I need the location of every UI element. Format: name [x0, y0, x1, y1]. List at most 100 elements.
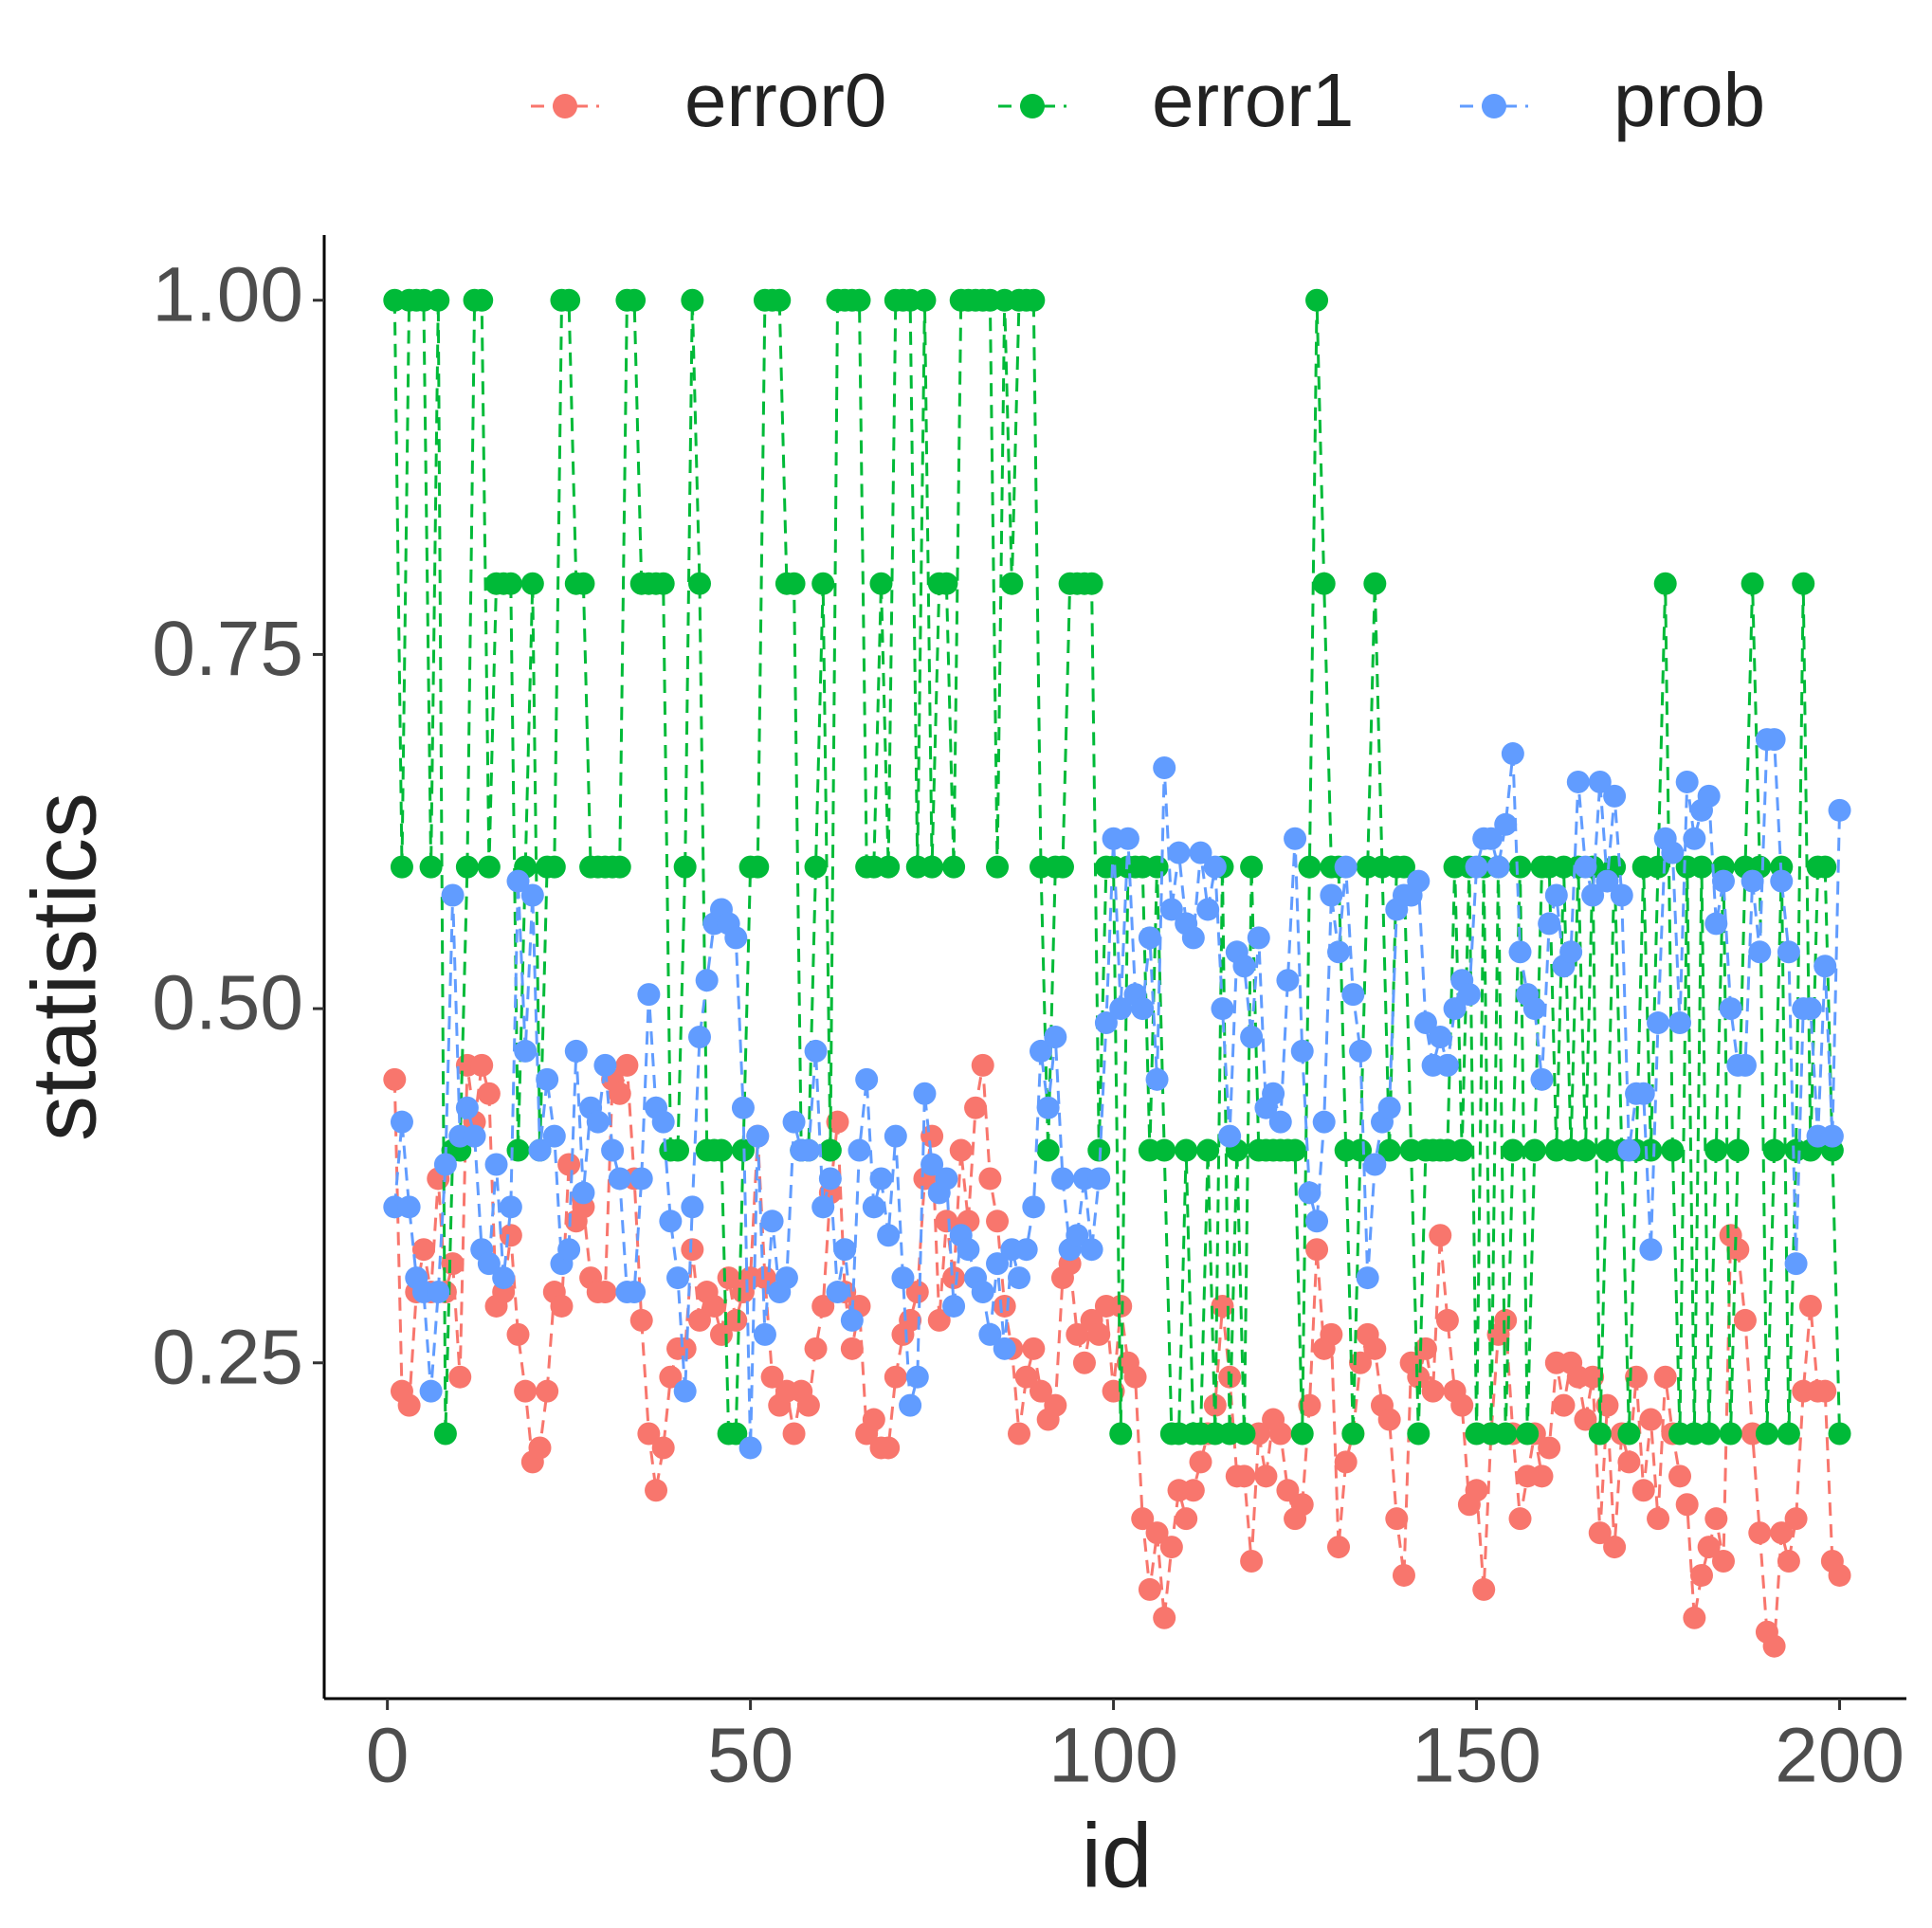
- data-point: [1798, 1294, 1822, 1318]
- data-point: [993, 1294, 1016, 1318]
- data-point: [695, 969, 719, 992]
- data-point: [528, 1138, 552, 1162]
- data-point: [1262, 1082, 1285, 1105]
- data-point: [848, 288, 871, 312]
- data-point: [877, 1436, 901, 1460]
- data-point: [1145, 1521, 1169, 1545]
- data-point: [1639, 1408, 1663, 1431]
- data-point: [920, 855, 944, 879]
- data-point: [673, 1337, 697, 1360]
- data-point: [629, 1167, 653, 1191]
- data-point: [1334, 855, 1358, 879]
- data-point: [1733, 1308, 1757, 1332]
- data-point: [1465, 1479, 1488, 1502]
- y-axis-title: statistics: [13, 792, 115, 1141]
- data-point: [681, 1195, 704, 1219]
- data-point: [884, 1124, 907, 1148]
- data-point: [942, 1266, 966, 1290]
- data-point: [1014, 1238, 1038, 1262]
- data-point: [1770, 869, 1794, 893]
- data-point: [833, 1238, 857, 1262]
- data-point: [746, 1124, 770, 1148]
- data-point: [673, 1379, 697, 1403]
- data-point: [1290, 1422, 1314, 1446]
- data-point: [1377, 1096, 1401, 1119]
- data-point: [1522, 997, 1546, 1021]
- data-point: [1770, 1521, 1794, 1545]
- data-point: [709, 1138, 733, 1162]
- data-point: [738, 1436, 762, 1460]
- data-point: [536, 1067, 559, 1091]
- data-point: [1407, 1365, 1431, 1389]
- data-point: [905, 1365, 929, 1389]
- data-point: [1479, 827, 1503, 850]
- data-point: [826, 1281, 849, 1304]
- data-point: [1755, 1422, 1778, 1446]
- data-point: [1109, 1422, 1133, 1446]
- data-point: [1087, 1322, 1111, 1346]
- data-point: [448, 1365, 472, 1389]
- data-point: [877, 1224, 901, 1247]
- data-point: [1668, 1011, 1692, 1035]
- data-point: [1726, 1238, 1750, 1262]
- data-point: [514, 1039, 538, 1063]
- data-point: [1298, 1181, 1321, 1205]
- data-point: [986, 1252, 1010, 1276]
- data-point: [1719, 1422, 1742, 1446]
- data-point: [542, 1124, 566, 1148]
- data-point: [593, 1053, 617, 1077]
- data-point: [1008, 1266, 1031, 1290]
- data-point: [855, 1067, 879, 1091]
- data-point: [463, 1124, 486, 1148]
- data-point: [433, 1422, 457, 1446]
- data-point: [1189, 841, 1212, 864]
- data-point: [1109, 1294, 1133, 1318]
- data-point: [1232, 1422, 1256, 1446]
- data-point: [1421, 1379, 1445, 1403]
- data-point: [1305, 1210, 1329, 1233]
- data-point: [1080, 572, 1103, 595]
- data-point: [572, 572, 595, 595]
- data-point: [687, 572, 711, 595]
- data-point: [586, 1110, 610, 1134]
- data-point: [1748, 1521, 1772, 1545]
- data-point: [1377, 1138, 1401, 1162]
- data-point: [1741, 572, 1764, 595]
- data-point: [492, 1266, 516, 1290]
- data-point: [942, 1294, 966, 1318]
- data-point: [1443, 997, 1467, 1021]
- data-point: [499, 1224, 522, 1247]
- data-point: [1036, 1138, 1060, 1162]
- data-point: [1828, 798, 1851, 822]
- data-point: [746, 855, 770, 879]
- data-point: [1298, 855, 1321, 879]
- data-point: [993, 1337, 1016, 1360]
- data-point: [1050, 855, 1074, 879]
- data-point: [1218, 1124, 1242, 1148]
- data-point: [455, 855, 479, 879]
- data-point: [753, 1266, 776, 1290]
- data-point: [687, 1025, 711, 1048]
- data-point: [1363, 1337, 1387, 1360]
- data-point: [1072, 1351, 1096, 1374]
- data-point: [623, 288, 647, 312]
- data-point: [1711, 1550, 1735, 1573]
- data-point: [913, 288, 937, 312]
- data-point: [1181, 1479, 1205, 1502]
- data-point: [1653, 1365, 1677, 1389]
- data-point: [1501, 1138, 1524, 1162]
- x-tick-label: 0: [366, 1713, 410, 1799]
- data-point: [724, 1422, 748, 1446]
- data-point: [1363, 1153, 1387, 1176]
- data-point: [1407, 869, 1431, 893]
- data-point: [1653, 572, 1677, 595]
- data-point: [528, 1436, 552, 1460]
- data-point: [1486, 855, 1510, 879]
- y-tick-label: 0.50: [152, 960, 303, 1046]
- data-point: [1719, 997, 1742, 1021]
- data-point: [1661, 841, 1685, 864]
- data-point: [1203, 855, 1227, 879]
- data-point: [1631, 1479, 1655, 1502]
- data-point: [869, 1167, 893, 1191]
- data-point: [1429, 1224, 1452, 1247]
